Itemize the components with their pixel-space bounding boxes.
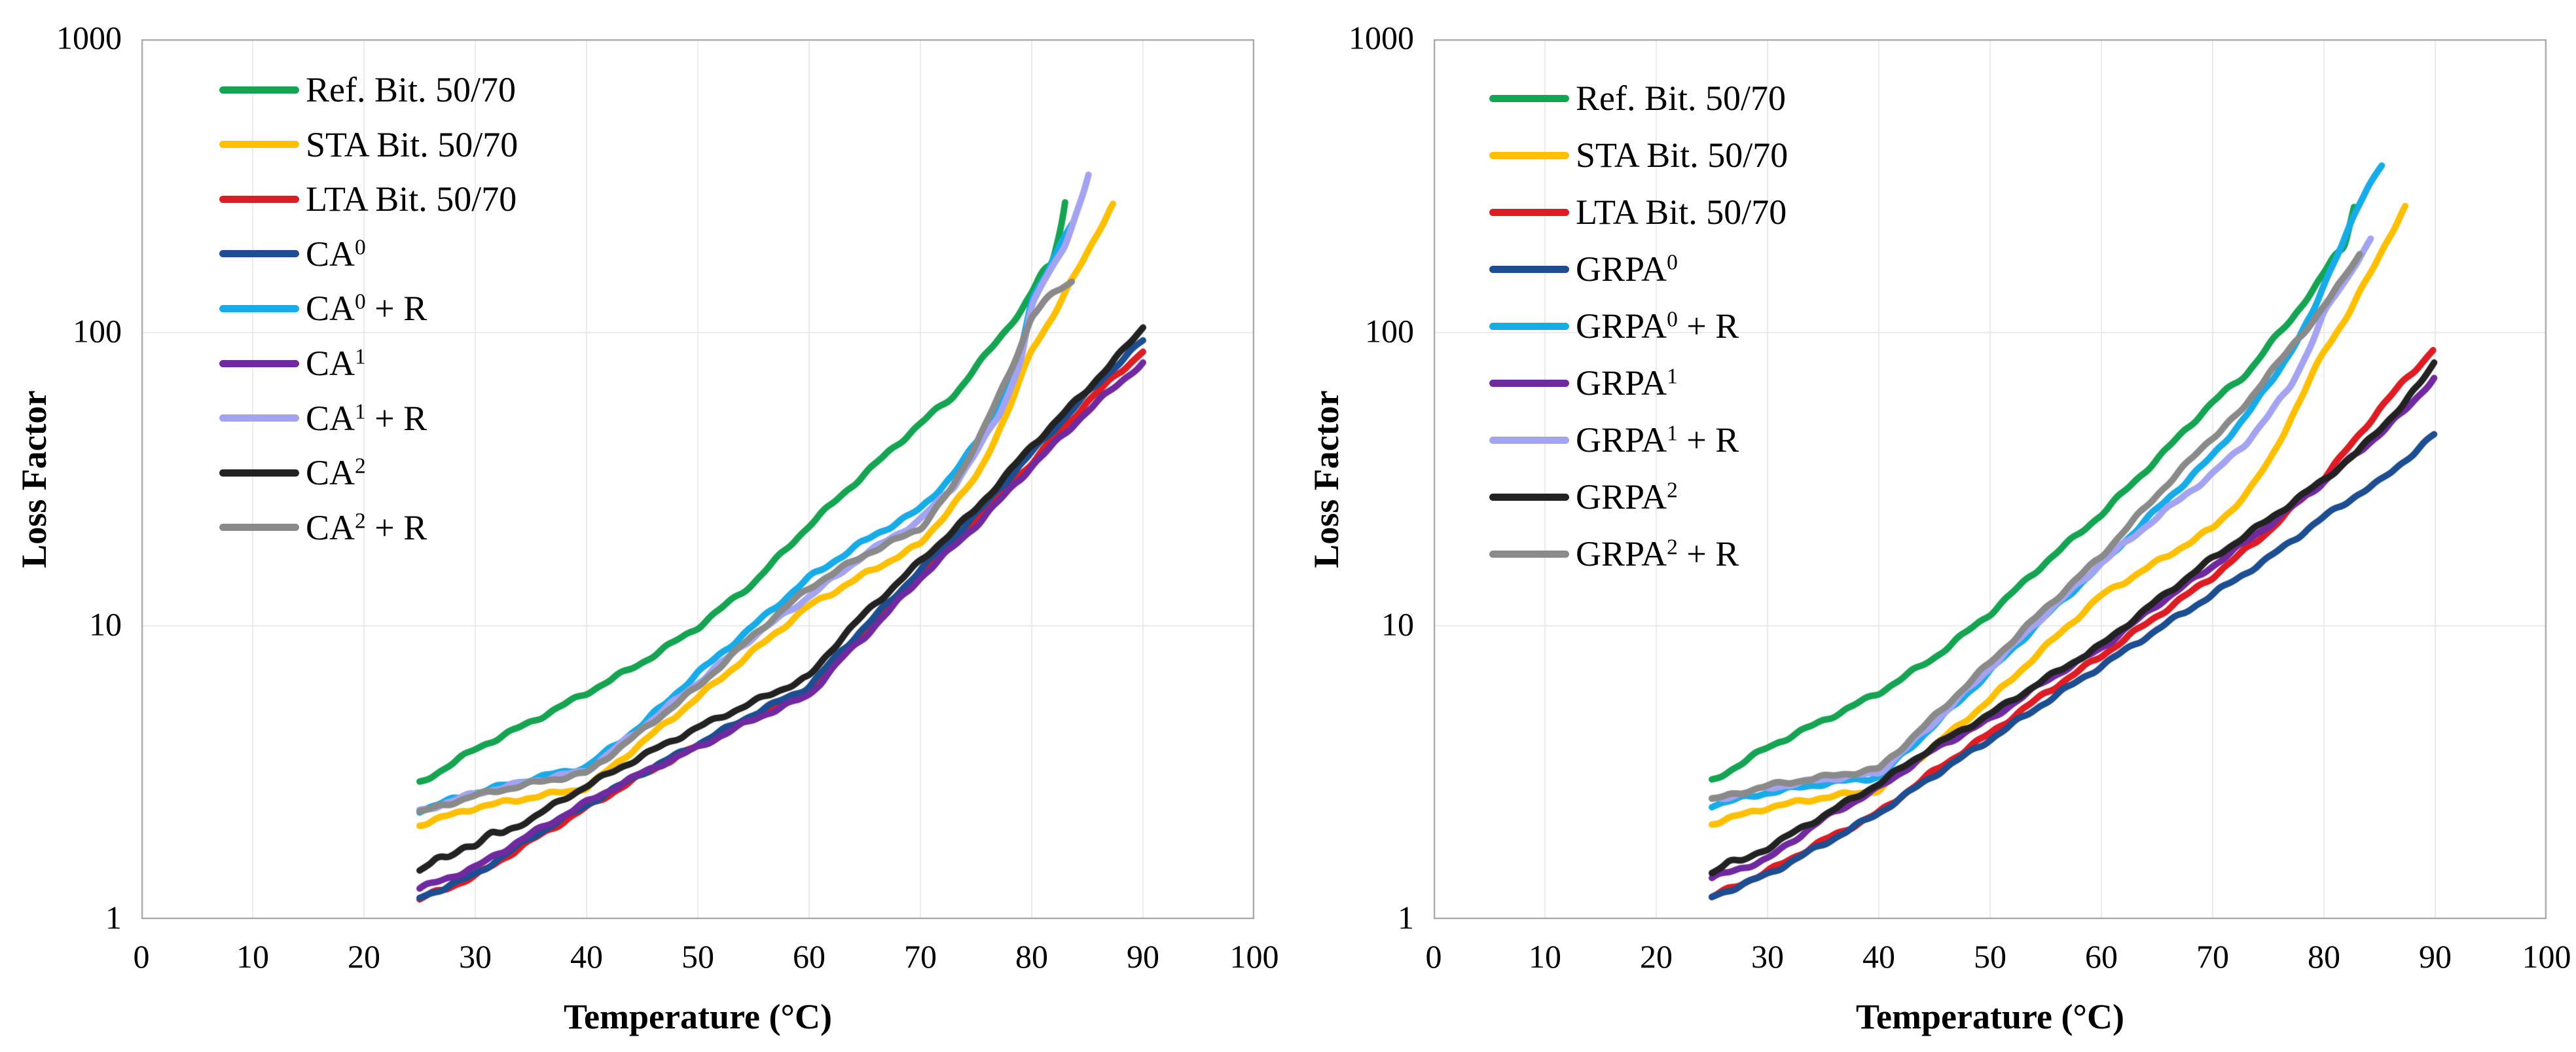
right-x-axis-title: Temperature (°C) bbox=[1855, 997, 2125, 1036]
x-tick-label: 60 bbox=[793, 938, 825, 975]
legend-item: LTA Bit. 50/70 bbox=[219, 181, 517, 217]
legend-label: GRPA0 + R bbox=[1576, 306, 1739, 346]
x-tick-label: 10 bbox=[1529, 938, 1561, 975]
legend-label: CA1 + R bbox=[306, 398, 427, 438]
y-tick-label: 10 bbox=[89, 606, 122, 643]
x-tick-label: 80 bbox=[1015, 938, 1048, 975]
x-tick-label: 30 bbox=[459, 938, 492, 975]
legend-item: CA1 + R bbox=[219, 401, 427, 436]
x-tick-label: 10 bbox=[236, 938, 269, 975]
legend-label: CA0 + R bbox=[306, 289, 427, 329]
legend-label: STA Bit. 50/70 bbox=[1576, 136, 1788, 175]
legend-item: GRPA1 bbox=[1489, 365, 1678, 401]
legend-label: GRPA0 bbox=[1576, 249, 1678, 289]
x-tick-label: 100 bbox=[2522, 938, 2571, 975]
x-tick-label: 40 bbox=[1862, 938, 1895, 975]
y-tick-label: 1000 bbox=[1349, 19, 1414, 56]
legend-line-swatch bbox=[1489, 322, 1569, 330]
legend-item: GRPA2 + R bbox=[1489, 536, 1739, 571]
y-tick-label: 1 bbox=[1398, 899, 1414, 936]
right-plot-area-canvas bbox=[1434, 39, 2547, 919]
legend-item: CA0 bbox=[219, 236, 366, 272]
legend-label: CA0 bbox=[306, 234, 366, 274]
legend-line-swatch bbox=[219, 250, 299, 258]
x-tick-label: 20 bbox=[1640, 938, 1673, 975]
legend-line-swatch bbox=[1489, 436, 1569, 444]
legend-label: LTA Bit. 50/70 bbox=[306, 179, 517, 219]
legend-item: STA Bit. 50/70 bbox=[1489, 137, 1788, 173]
legend-line-swatch bbox=[219, 359, 299, 367]
legend-line-swatch bbox=[219, 141, 299, 149]
x-tick-label: 90 bbox=[2419, 938, 2452, 975]
legend-line-swatch bbox=[1489, 94, 1569, 102]
legend-line-swatch bbox=[1489, 151, 1569, 159]
legend-item: GRPA1 + R bbox=[1489, 422, 1739, 458]
legend-line-swatch bbox=[1489, 550, 1569, 558]
y-tick-label: 100 bbox=[73, 312, 122, 350]
x-tick-label: 70 bbox=[2196, 938, 2229, 975]
x-tick-label: 20 bbox=[348, 938, 380, 975]
legend-line-swatch bbox=[1489, 493, 1569, 501]
legend-line-swatch bbox=[1489, 379, 1569, 387]
legend-item: CA1 bbox=[219, 346, 366, 381]
x-tick-label: 80 bbox=[2308, 938, 2340, 975]
x-tick-label: 50 bbox=[1974, 938, 2006, 975]
legend-label: GRPA2 + R bbox=[1576, 534, 1739, 573]
left-plot-area-canvas bbox=[141, 39, 1254, 919]
legend-label: Ref. Bit. 50/70 bbox=[306, 70, 516, 109]
legend-line-swatch bbox=[219, 524, 299, 532]
legend-item: Ref. Bit. 50/70 bbox=[1489, 81, 1786, 116]
legend-line-swatch bbox=[219, 469, 299, 477]
legend-line-swatch bbox=[219, 304, 299, 312]
legend-item: GRPA2 bbox=[1489, 479, 1678, 515]
legend-item: STA Bit. 50/70 bbox=[219, 127, 518, 162]
y-tick-label: 1 bbox=[105, 899, 122, 936]
legend-line-swatch bbox=[1489, 265, 1569, 273]
legend-item: CA2 bbox=[219, 455, 366, 490]
legend-label: CA1 bbox=[306, 344, 366, 383]
legend-line-swatch bbox=[219, 195, 299, 203]
left-x-axis-title: Temperature (°C) bbox=[563, 997, 833, 1036]
legend-label: Ref. Bit. 50/70 bbox=[1576, 79, 1786, 118]
legend-label: GRPA2 bbox=[1576, 477, 1678, 517]
legend-label: STA Bit. 50/70 bbox=[306, 124, 518, 164]
right-y-axis-title: Loss Factor bbox=[1307, 390, 1346, 568]
legend-item: CA0 + R bbox=[219, 291, 427, 326]
legend-label: LTA Bit. 50/70 bbox=[1576, 192, 1787, 232]
x-tick-label: 70 bbox=[904, 938, 937, 975]
x-tick-label: 30 bbox=[1751, 938, 1784, 975]
legend-label: CA2 + R bbox=[306, 507, 427, 547]
y-tick-label: 10 bbox=[1381, 606, 1414, 643]
y-tick-label: 1000 bbox=[56, 19, 122, 56]
legend-line-swatch bbox=[1489, 208, 1569, 216]
legend-item: Ref. Bit. 50/70 bbox=[219, 72, 516, 107]
legend-line-swatch bbox=[219, 86, 299, 94]
legend-label: CA2 bbox=[306, 453, 366, 493]
legend-item: CA2 + R bbox=[219, 510, 427, 545]
x-tick-label: 50 bbox=[681, 938, 714, 975]
legend-item: GRPA0 bbox=[1489, 251, 1678, 287]
left-y-axis-title: Loss Factor bbox=[14, 390, 54, 568]
x-tick-label: 100 bbox=[1229, 938, 1279, 975]
legend-item: LTA Bit. 50/70 bbox=[1489, 194, 1787, 230]
x-tick-label: 60 bbox=[2085, 938, 2118, 975]
x-tick-label: 0 bbox=[1425, 938, 1442, 975]
x-tick-label: 40 bbox=[570, 938, 603, 975]
x-tick-label: 90 bbox=[1127, 938, 1159, 975]
legend-line-swatch bbox=[219, 414, 299, 422]
y-tick-label: 100 bbox=[1365, 312, 1414, 350]
legend-item: GRPA0 + R bbox=[1489, 308, 1739, 344]
legend-label: GRPA1 + R bbox=[1576, 420, 1739, 460]
x-tick-label: 0 bbox=[133, 938, 150, 975]
legend-label: GRPA1 bbox=[1576, 363, 1678, 403]
